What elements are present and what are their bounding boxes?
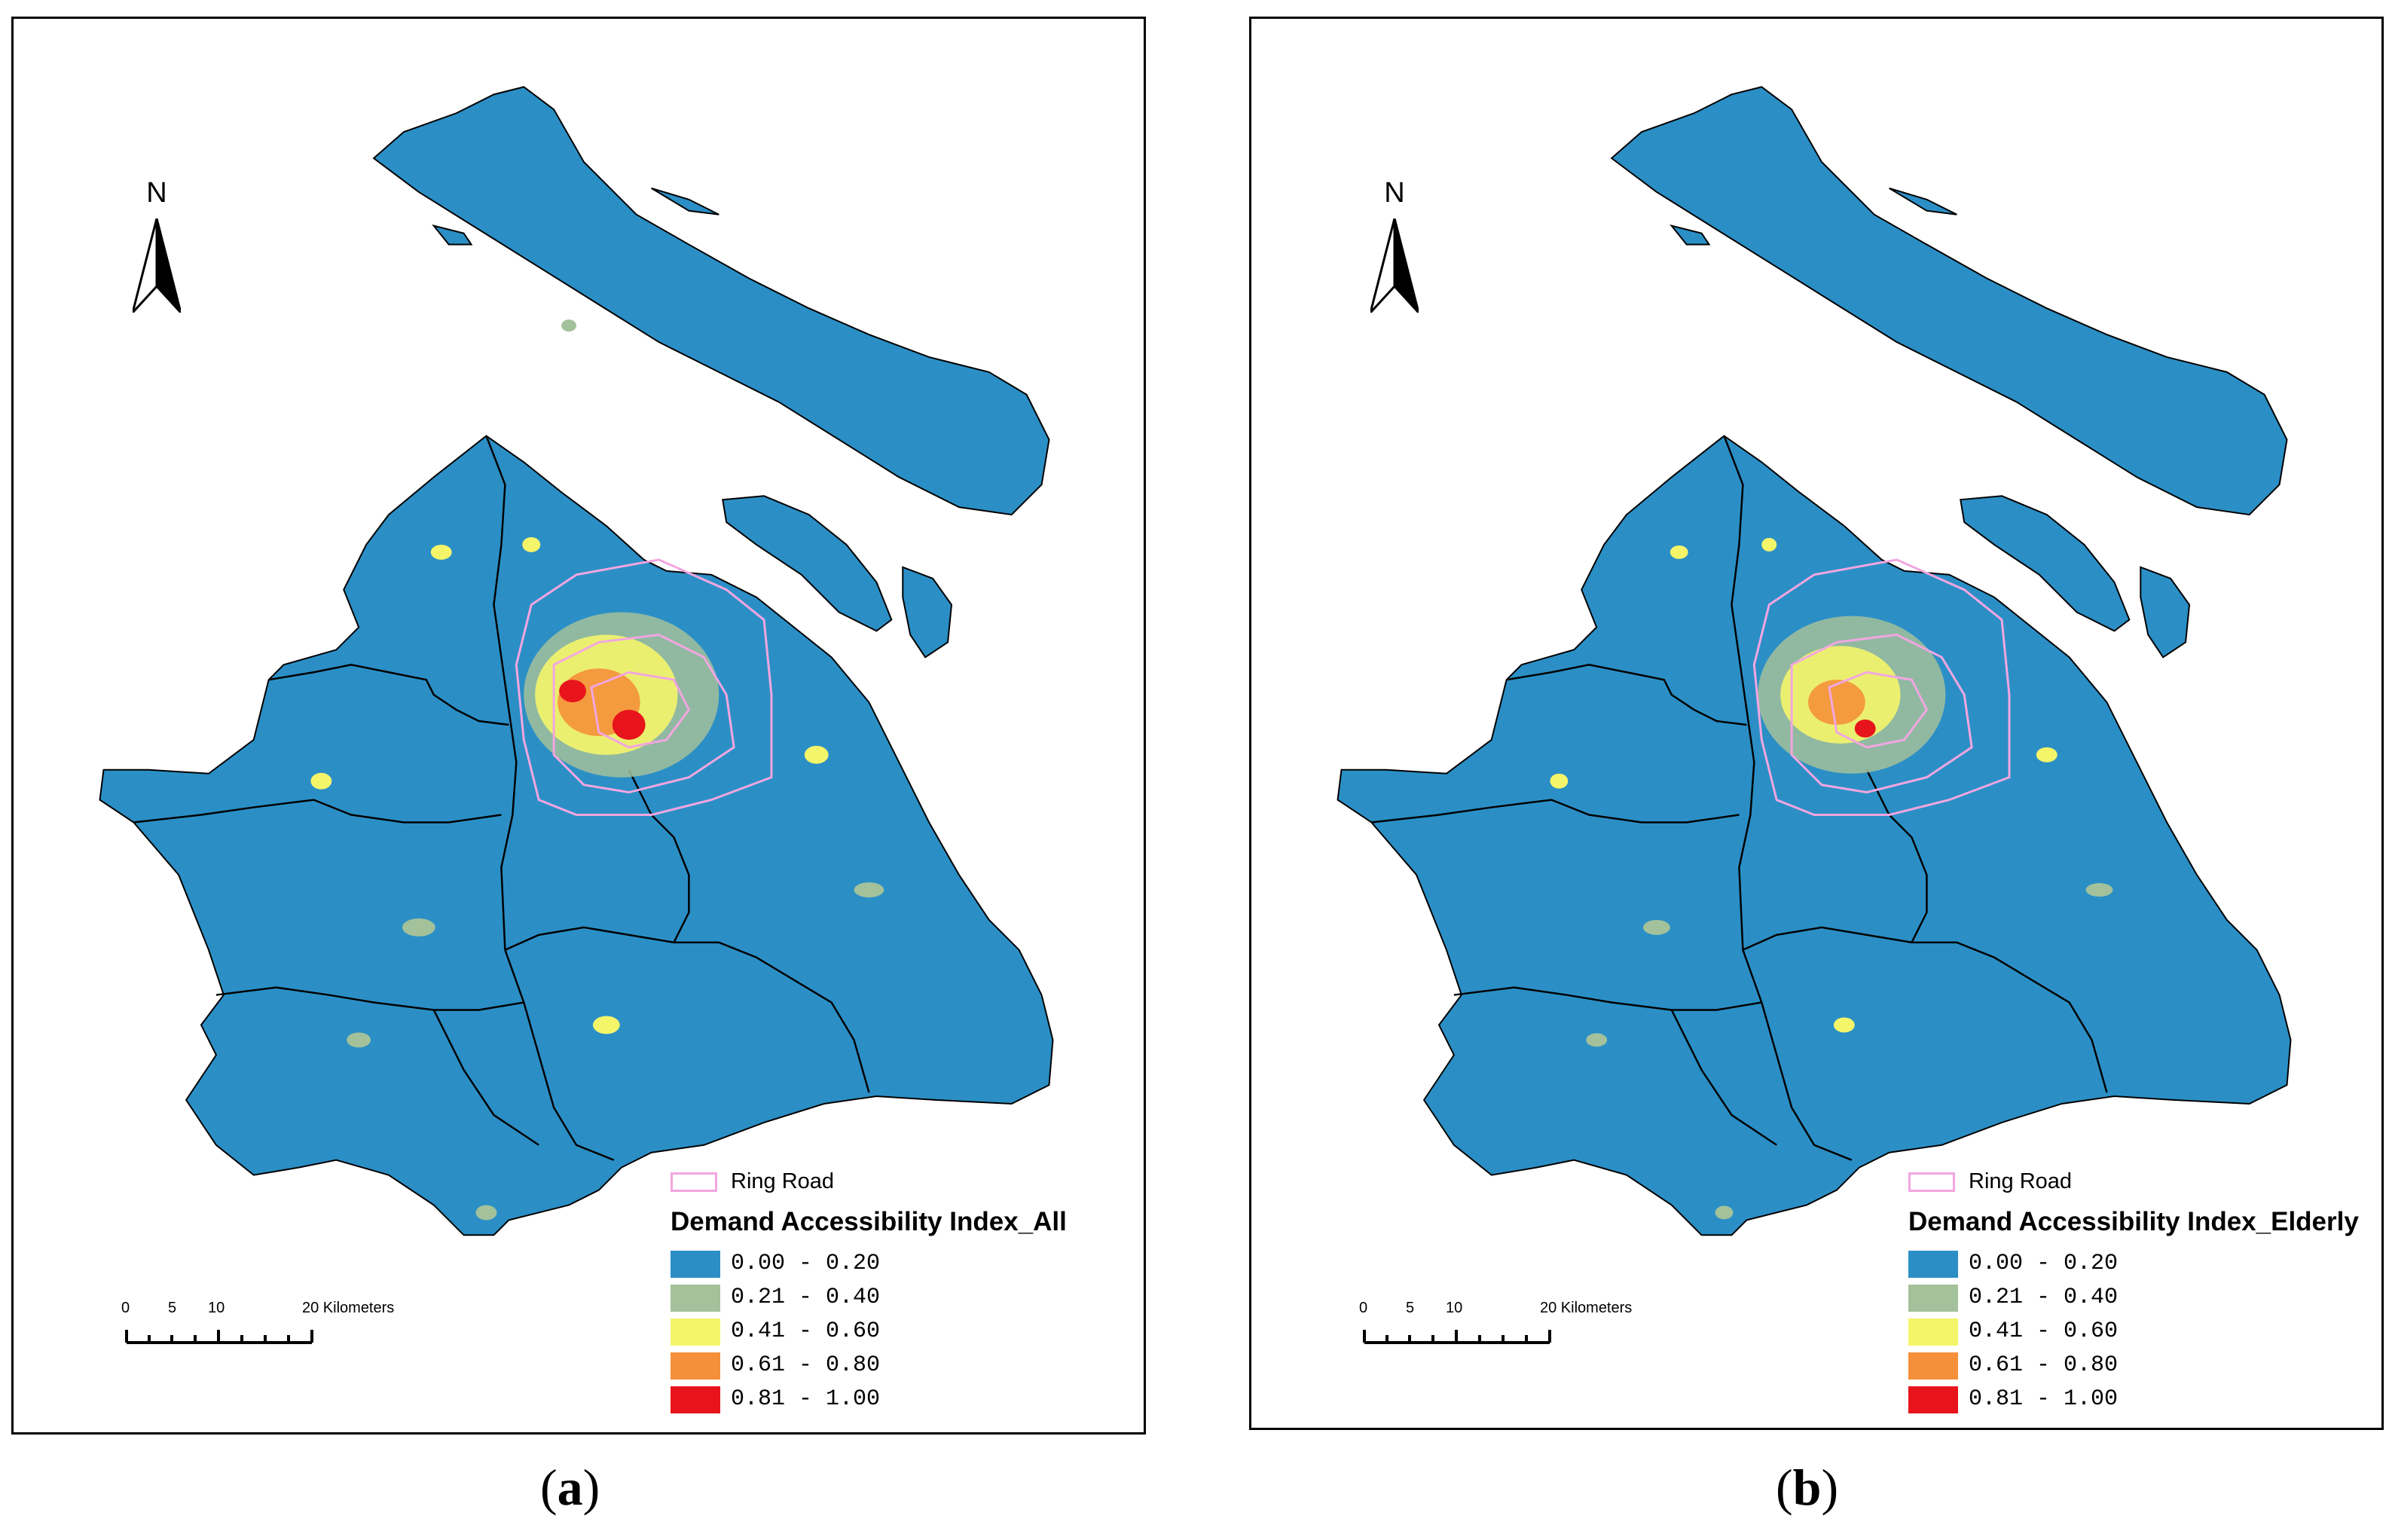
legend-class-5: 0.81 - 1.00: [1907, 1385, 2208, 1415]
north-arrow-icon: [133, 218, 181, 313]
legend-class-4: 0.61 - 0.80: [669, 1351, 970, 1381]
caption-letter: b: [1792, 1459, 1822, 1516]
caption-open: (: [540, 1459, 558, 1516]
legend-class-3: 0.41 - 0.60: [669, 1317, 970, 1347]
scale-tick-20: 20 Kilometers: [302, 1300, 395, 1316]
ring-road-label: Ring Road: [1969, 1169, 2073, 1193]
north-arrow-icon: [1370, 218, 1419, 313]
north-arrow: N: [1357, 177, 1432, 320]
legend-swatch: [1908, 1285, 1958, 1312]
north-arrow: N: [119, 177, 194, 320]
caption-b: (b): [1776, 1458, 1838, 1517]
map-panel-b: N 0 5 10 20 Kilometers Ring Road Demand …: [1249, 17, 2384, 1430]
shanghai-map-a: [99, 86, 1054, 1236]
legend-swatch: [671, 1386, 720, 1413]
scale-bar: 0 5 10 20 Kilometers: [114, 1300, 415, 1367]
scale-tick-5: 5: [168, 1300, 177, 1316]
legend-range: 0.00 - 0.20: [731, 1251, 881, 1276]
legend-swatch: [1908, 1352, 1958, 1380]
legend-ring-road: Ring Road: [1907, 1168, 2359, 1198]
legend-swatch: [671, 1318, 720, 1346]
landmass: [1337, 86, 2292, 1236]
scale-bar-graphic: [1363, 1330, 1551, 1344]
legend-class-5: 0.81 - 1.00: [669, 1385, 970, 1415]
landmass: [99, 86, 1054, 1236]
legend-swatch: [1908, 1386, 1958, 1413]
scale-tick-0: 0: [121, 1300, 130, 1316]
legend-class-2: 0.21 - 0.40: [1907, 1283, 2208, 1313]
legend-range: 0.81 - 1.00: [1969, 1386, 2119, 1412]
ring-roads: [515, 558, 773, 817]
legend-range: 0.61 - 0.80: [731, 1352, 881, 1378]
legend-class-3: 0.41 - 0.60: [1907, 1317, 2208, 1347]
legend-swatch: [671, 1285, 720, 1312]
ring-road-swatch: [671, 1172, 717, 1192]
scale-tick-0: 0: [1359, 1300, 1368, 1316]
legend: Ring Road Demand Accessibility Index_All…: [669, 1168, 1151, 1439]
ring-road-label: Ring Road: [731, 1169, 835, 1193]
scale-tick-10: 10: [208, 1300, 225, 1316]
caption-close: ): [582, 1459, 600, 1516]
legend-range: 0.00 - 0.20: [1969, 1251, 2119, 1276]
caption-close: ): [1821, 1459, 1839, 1516]
scale-tick-20: 20 Kilometers: [1540, 1300, 1633, 1316]
legend-range: 0.81 - 1.00: [731, 1386, 881, 1412]
north-label: N: [146, 177, 167, 209]
legend: Ring Road Demand Accessibility Index_Eld…: [1907, 1168, 2389, 1439]
legend-class-2: 0.21 - 0.40: [669, 1283, 970, 1313]
caption-open: (: [1776, 1459, 1793, 1516]
scale-bar-graphic: [125, 1330, 313, 1344]
caption-a: (a): [540, 1458, 600, 1517]
legend-range: 0.21 - 0.40: [1969, 1285, 2119, 1310]
scale-tick-5: 5: [1406, 1300, 1415, 1316]
scale-tick-10: 10: [1446, 1300, 1463, 1316]
accessibility-hotspots: [1550, 537, 2113, 1220]
scale-bar: 0 5 10 20 Kilometers: [1352, 1300, 1653, 1367]
legend-range: 0.61 - 0.80: [1969, 1352, 2119, 1378]
legend-swatch: [1908, 1251, 1958, 1278]
ring-roads: [1752, 558, 2011, 817]
legend-ring-road: Ring Road: [669, 1168, 1121, 1198]
legend-range: 0.41 - 0.60: [1969, 1318, 2119, 1344]
legend-swatch: [671, 1352, 720, 1380]
district-borders: [1371, 435, 2108, 1161]
legend-title: Demand Accessibility Index_Elderly: [1908, 1207, 2359, 1236]
legend-swatch: [671, 1251, 720, 1278]
legend-range: 0.21 - 0.40: [731, 1285, 881, 1310]
ring-road-swatch: [1908, 1172, 1955, 1192]
legend-range: 0.41 - 0.60: [731, 1318, 881, 1344]
accessibility-hotspots: [310, 319, 884, 1221]
legend-class-4: 0.61 - 0.80: [1907, 1351, 2208, 1381]
map-panel-a: N 0 5 10 20 Kilometers Ring Road Demand …: [11, 17, 1146, 1435]
legend-class-1: 0.00 - 0.20: [1907, 1249, 2208, 1279]
district-borders: [133, 435, 870, 1161]
caption-letter: a: [557, 1459, 583, 1516]
legend-class-1: 0.00 - 0.20: [669, 1249, 970, 1279]
legend-title: Demand Accessibility Index_All: [671, 1207, 1067, 1236]
north-label: N: [1384, 177, 1405, 209]
legend-swatch: [1908, 1318, 1958, 1346]
shanghai-map-b: [1337, 86, 2292, 1236]
